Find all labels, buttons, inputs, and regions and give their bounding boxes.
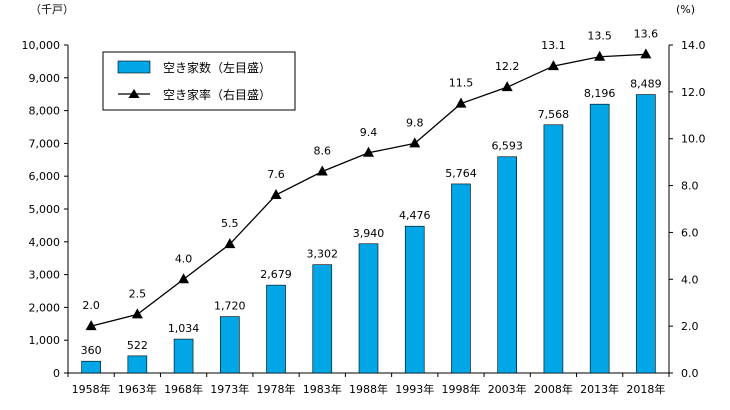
- left-tick-label: 0: [53, 367, 60, 380]
- rate-point-marker: [640, 48, 652, 59]
- x-tick-label: 1993年: [395, 382, 434, 396]
- x-tick-label: 1978年: [257, 382, 296, 396]
- right-tick-label: 14.0: [681, 39, 706, 52]
- rate-point-marker: [224, 238, 236, 249]
- left-tick-label: 7,000: [29, 137, 61, 150]
- legend-bar-label: 空き家数（左目盛）: [163, 60, 271, 75]
- bar: [497, 156, 517, 374]
- legend: 空き家数（左目盛） 空き家率（右目盛）: [102, 51, 296, 111]
- rate-value-label: 4.0: [175, 252, 193, 265]
- rate-value-label: 8.6: [314, 145, 332, 158]
- right-tick-label: 6.0: [681, 226, 699, 239]
- x-tick-label: 1968年: [164, 382, 203, 396]
- right-tick-label: 4.0: [681, 273, 699, 286]
- bar-value-label: 8,196: [584, 87, 616, 100]
- rate-point-marker: [501, 81, 513, 92]
- x-tick-label: 1998年: [441, 382, 480, 396]
- right-tick-label: 0.0: [681, 367, 699, 380]
- left-axis-unit: （千戸）: [30, 3, 74, 16]
- bar: [543, 124, 564, 374]
- right-tick-label: 8.0: [681, 180, 699, 193]
- rate-point-marker: [547, 60, 559, 71]
- x-tick-label: 1988年: [349, 382, 388, 396]
- right-tick-label: 10.0: [681, 133, 706, 146]
- right-axis-unit: (%): [676, 3, 695, 16]
- left-tick-label: 4,000: [29, 236, 61, 249]
- legend-line-label: 空き家率（右目盛）: [163, 87, 271, 102]
- left-tick-label: 5,000: [29, 203, 61, 216]
- rate-point-marker: [131, 308, 143, 319]
- x-tick-label: 2018年: [626, 382, 665, 396]
- bar-value-label: 1,034: [168, 322, 200, 335]
- left-tick-label: 6,000: [29, 170, 61, 183]
- left-tick-label: 2,000: [29, 301, 61, 314]
- bar: [220, 316, 240, 374]
- bar: [312, 264, 333, 374]
- bar: [127, 355, 148, 374]
- rate-value-label: 13.5: [587, 30, 612, 43]
- x-tick-label: 1963年: [118, 382, 157, 396]
- bar-value-label: 3,940: [353, 227, 385, 240]
- rate-value-label: 2.5: [129, 287, 147, 300]
- x-tick-label: 1983年: [303, 382, 342, 396]
- rate-value-label: 11.5: [449, 77, 474, 90]
- bar: [451, 183, 471, 374]
- rate-value-label: 5.5: [221, 217, 239, 230]
- rate-point-marker: [316, 165, 328, 176]
- rate-point-marker: [455, 97, 467, 108]
- bar: [404, 225, 425, 374]
- x-tick-label: 2008年: [534, 382, 573, 396]
- bar: [358, 243, 379, 374]
- rate-point-marker: [594, 50, 606, 61]
- rate-value-label: 2.0: [82, 299, 100, 312]
- left-tick-label: 1,000: [29, 334, 61, 347]
- left-tick-label: 9,000: [29, 72, 61, 85]
- rate-value-label: 12.2: [495, 60, 520, 73]
- bar-value-label: 6,593: [491, 140, 523, 153]
- legend-triangle-marker: [128, 89, 140, 98]
- legend-bar-swatch: [117, 60, 151, 74]
- bar-value-label: 3,302: [307, 248, 339, 261]
- bar-value-label: 1,720: [214, 300, 246, 313]
- bar-value-label: 4,476: [399, 209, 431, 222]
- bar: [173, 338, 194, 374]
- right-tick-label: 2.0: [681, 320, 699, 333]
- bar-value-label: 522: [127, 339, 148, 352]
- left-tick-label: 8,000: [29, 105, 61, 118]
- bar-value-label: 8,489: [630, 78, 662, 91]
- bar-value-label: 5,764: [445, 167, 477, 180]
- x-tick-label: 1973年: [210, 382, 249, 396]
- bar-value-label: 360: [81, 344, 102, 357]
- x-tick-label: 2003年: [488, 382, 527, 396]
- rate-point-marker: [85, 320, 97, 331]
- bar: [81, 360, 101, 374]
- rate-point-marker: [270, 188, 282, 199]
- bar: [266, 284, 286, 374]
- rate-value-label: 13.6: [634, 27, 659, 40]
- rate-point-marker: [178, 273, 190, 284]
- rate-value-label: 7.6: [267, 168, 285, 181]
- rate-point-marker: [409, 137, 421, 148]
- bar: [636, 94, 656, 374]
- rate-point-marker: [363, 146, 374, 157]
- x-tick-label: 1958年: [72, 382, 111, 396]
- right-tick-label: 12.0: [681, 86, 706, 99]
- bar-value-label: 7,568: [538, 108, 570, 121]
- left-tick-label: 3,000: [29, 269, 61, 282]
- rate-value-label: 9.8: [406, 116, 424, 129]
- rate-value-label: 13.1: [541, 39, 566, 52]
- rate-value-label: 9.4: [360, 126, 378, 139]
- bar-value-label: 2,679: [260, 268, 292, 281]
- plot-area: 0 1,000 2,000 3,000 4,000 5,000 6,000 7,000 8,00…: [22, 27, 706, 396]
- bar: [589, 103, 610, 374]
- left-tick-label: 10,000: [22, 39, 61, 52]
- x-tick-label: 2013年: [580, 382, 619, 396]
